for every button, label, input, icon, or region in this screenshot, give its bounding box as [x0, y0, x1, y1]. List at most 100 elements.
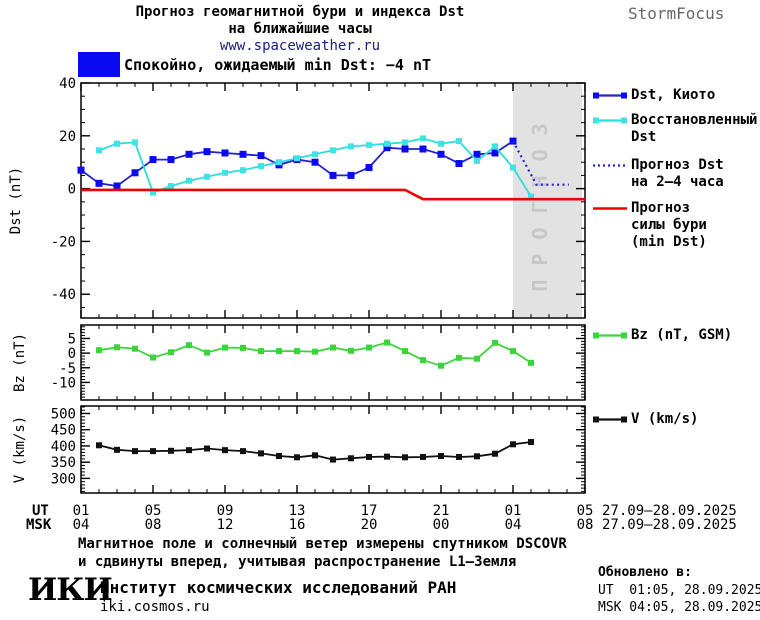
marker-dst-kyoto: [437, 150, 445, 158]
marker-bz: [402, 348, 408, 355]
y-tick-label: 0: [68, 182, 76, 198]
marker-v: [438, 452, 444, 459]
marker-bz: [438, 362, 444, 369]
marker-v: [96, 442, 102, 449]
marker-bz: [528, 359, 534, 366]
y-tick-label: 0: [68, 346, 76, 362]
marker-v: [186, 447, 192, 454]
marker-bz: [96, 347, 102, 354]
marker-v: [240, 448, 246, 455]
y-tick-label: 5: [68, 331, 76, 347]
panel-frame: [80, 405, 586, 494]
msk-axis-label: MSK: [26, 517, 52, 533]
marker-dst-kyoto: [149, 156, 157, 164]
marker-v: [456, 453, 462, 460]
marker-dst-kyoto: [311, 158, 319, 166]
msk-hour-label: 00: [433, 517, 450, 533]
marker-bz: [492, 339, 498, 346]
legend-swatch-dst-forecast: [593, 164, 627, 167]
legend-label-bz: Bz (nT, GSM): [631, 327, 733, 343]
msk-hour-label: 08: [577, 517, 594, 533]
marker-v: [204, 445, 210, 452]
marker-dst-kyoto: [257, 152, 265, 160]
marker-v: [420, 453, 426, 460]
ut-axis-label: UT: [32, 503, 49, 519]
msk-hour-label: 12: [217, 517, 234, 533]
marker-dst-restored: [384, 140, 390, 147]
marker-v: [384, 453, 390, 460]
legend-label-dst-restored: Восстановленный Dst: [631, 112, 758, 145]
marker-dst-restored: [420, 135, 426, 142]
y-axis-label: Bz (nT): [12, 333, 28, 392]
y-tick-label: 450: [51, 423, 76, 439]
series-dst-restored: [98, 137, 532, 197]
y-tick-label: 40: [59, 76, 76, 92]
y-tick-label: 20: [59, 129, 76, 145]
legend-item-bz: Bz (nT, GSM): [592, 327, 732, 344]
marker-bz: [348, 347, 354, 354]
y-tick-label: -5: [59, 361, 76, 377]
marker-dst-restored: [168, 182, 174, 189]
marker-dst-kyoto: [77, 166, 85, 174]
marker-v: [114, 446, 120, 453]
marker-bz: [114, 344, 120, 351]
marker-dst-restored: [294, 155, 300, 162]
marker-v: [528, 439, 534, 446]
marker-dst-kyoto: [131, 169, 139, 177]
marker-v: [474, 453, 480, 460]
updated-label: Обновлено в:: [598, 565, 692, 580]
legend-item-dst-forecast: Прогноз Dst на 2–4 часа: [592, 157, 724, 191]
msk-hour-label: 04: [505, 517, 522, 533]
y-tick-label: 400: [51, 439, 76, 455]
marker-dst-restored: [114, 140, 120, 147]
marker-v: [294, 454, 300, 461]
legend-label-dst-kyoto: Dst, Киото: [631, 87, 716, 103]
marker-bz: [420, 357, 426, 364]
marker-bz: [384, 339, 390, 346]
ut-hour-label: 21: [433, 503, 450, 519]
ut-hour-label: 09: [217, 503, 234, 519]
marker-bz: [312, 348, 318, 355]
marker-bz: [240, 344, 246, 351]
marker-bz: [222, 344, 228, 351]
marker-dst-kyoto: [419, 145, 427, 153]
status-label: Спокойно, ожидаемый min Dst: −4 nT: [124, 56, 432, 74]
marker-dst-kyoto: [95, 179, 103, 187]
series-storm-forecast: [81, 188, 585, 201]
marker-dst-restored: [258, 163, 264, 170]
marker-bz: [168, 349, 174, 356]
marker-dst-kyoto: [509, 137, 517, 145]
marker-dst-kyoto: [473, 150, 481, 158]
legend-swatch-v: [593, 416, 627, 423]
marker-v: [168, 447, 174, 454]
website-link[interactable]: www.spaceweather.ru: [219, 38, 381, 54]
msk-hour-label: 20: [361, 517, 378, 533]
marker-dst-kyoto: [401, 145, 409, 153]
brand-label: StormFocus: [628, 4, 725, 23]
marker-bz: [276, 348, 282, 355]
marker-dst-restored: [240, 167, 246, 174]
legend-label-dst-forecast: Прогноз Dst на 2–4 часа: [631, 157, 724, 190]
marker-dst-kyoto: [203, 148, 211, 156]
marker-v: [366, 453, 372, 460]
marker-dst-restored: [348, 143, 354, 150]
y-tick-label: 350: [51, 455, 76, 471]
marker-dst-kyoto: [113, 182, 121, 190]
marker-v: [132, 448, 138, 455]
marker-dst-restored: [402, 139, 408, 146]
ut-hour-label: 01: [505, 503, 522, 519]
marker-dst-restored: [222, 169, 228, 176]
marker-dst-kyoto: [455, 160, 463, 168]
msk-hour-label: 04: [73, 517, 90, 533]
marker-dst-kyoto: [329, 171, 337, 179]
marker-dst-kyoto: [239, 150, 247, 158]
marker-dst-restored: [96, 147, 102, 154]
institute-site: iki.cosmos.ru: [100, 599, 210, 615]
series-dst-forecast: [512, 140, 569, 186]
marker-v: [402, 454, 408, 461]
footnote-line1: Магнитное поле и солнечный ветер измерен…: [78, 536, 567, 552]
ut-hour-label: 01: [73, 503, 90, 519]
marker-v: [510, 441, 516, 448]
